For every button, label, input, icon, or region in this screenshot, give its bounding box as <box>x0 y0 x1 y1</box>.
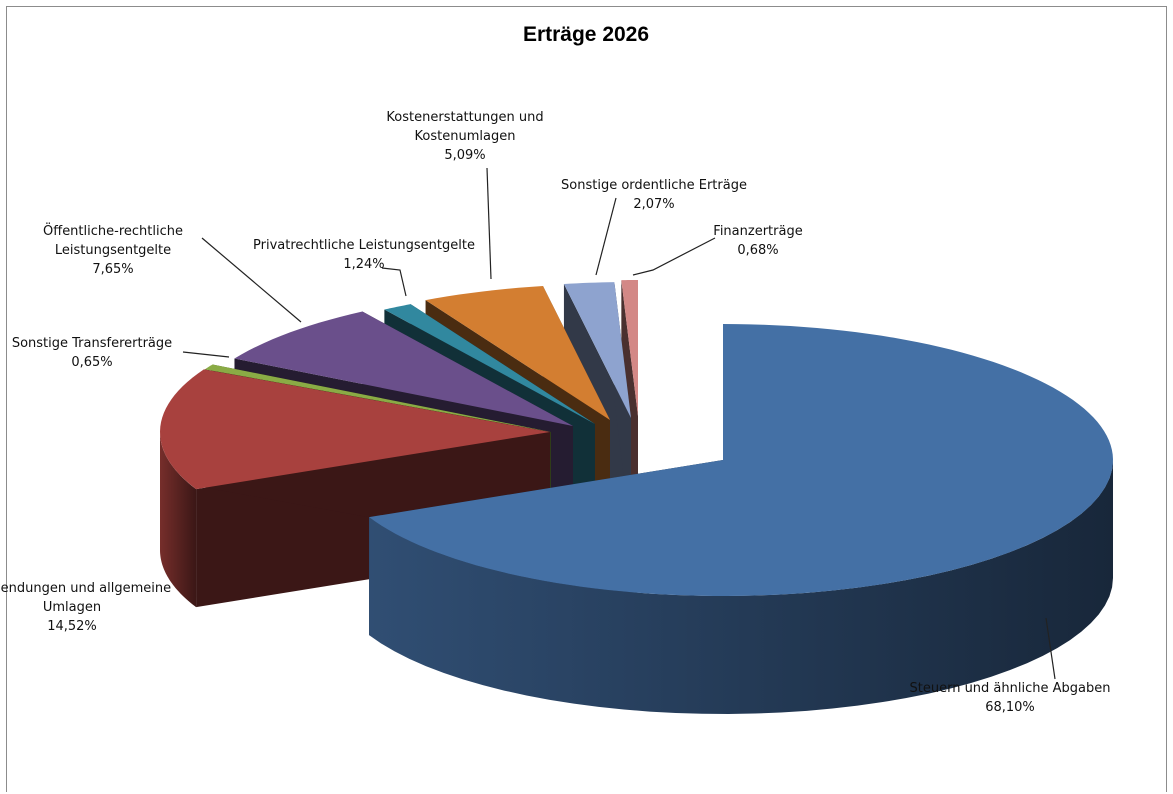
slice-name-label: Steuern und ähnliche Abgaben <box>910 681 1111 696</box>
leader-line-3 <box>201 237 302 323</box>
leader-lines <box>182 167 1056 680</box>
slice-name-label: Öffentliche-rechtliche <box>43 222 183 239</box>
slice-top <box>160 369 550 490</box>
slice-top <box>425 286 610 420</box>
slice-percent-label: 68,10% <box>985 700 1035 715</box>
slice-top <box>204 364 551 432</box>
leader-line-4 <box>381 267 407 297</box>
slice-rim <box>369 460 1114 714</box>
slice-top <box>234 311 573 426</box>
slice-7 <box>621 280 638 534</box>
slice-side-start <box>621 280 638 534</box>
slice-name-label: Kostenerstattungen und <box>386 110 543 125</box>
pie-sides <box>160 280 1114 714</box>
leader-line-2 <box>182 351 230 358</box>
slice-percent-label: 2,07% <box>633 197 674 212</box>
slice-top <box>563 282 631 418</box>
leader-line-0 <box>1045 617 1056 680</box>
leader-line-5 <box>486 167 492 280</box>
leader-line-6 <box>595 197 617 276</box>
slice-name-label: Leistungsentgelte <box>55 243 171 258</box>
slice-top <box>621 280 638 416</box>
slice-name-label: Sonstige ordentliche Erträge <box>561 178 747 193</box>
slice-name-label: Kostenumlagen <box>415 129 516 144</box>
slice-name-label: Umlagen <box>43 600 101 615</box>
slice-percent-label: 7,65% <box>92 262 133 277</box>
slice-percent-label: 14,52% <box>47 619 97 634</box>
slice-percent-label: 0,68% <box>737 243 778 258</box>
leader-line-7 <box>632 237 716 276</box>
slice-name-label: Privatrechtliche Leistungsentgelte <box>253 238 475 253</box>
slice-percent-label: 1,24% <box>343 257 384 272</box>
slice-percent-label: 0,65% <box>71 355 112 370</box>
slice-percent-label: 5,09% <box>444 148 485 163</box>
slice-name-label: Zuwendungen und allgemeine <box>0 581 171 596</box>
slice-top <box>369 324 1113 596</box>
slice-0 <box>369 324 1114 714</box>
slice-name-label: Finanzerträge <box>713 224 802 239</box>
chart-title: Erträge 2026 <box>523 23 649 46</box>
slice-rim <box>160 432 197 608</box>
slice-labels: Steuern und ähnliche Abgaben 68,10% Zuwend… <box>0 110 1110 715</box>
slice-top <box>384 304 595 424</box>
slice-name-label: Sonstige Transfererträge <box>12 336 172 351</box>
